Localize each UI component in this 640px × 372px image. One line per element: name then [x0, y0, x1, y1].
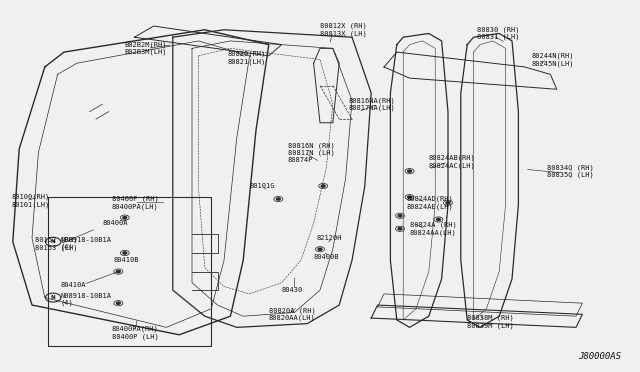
Circle shape — [321, 185, 325, 187]
Text: N: N — [51, 239, 56, 244]
Circle shape — [123, 217, 127, 219]
Circle shape — [398, 215, 402, 217]
Text: 80820(RH)
80821(LH): 80820(RH) 80821(LH) — [227, 51, 266, 65]
Circle shape — [318, 248, 322, 250]
Text: 80152 (RH)
80153 (LH): 80152 (RH) 80153 (LH) — [35, 237, 77, 251]
Circle shape — [436, 218, 440, 221]
Text: 80244N(RH)
80245N(LH): 80244N(RH) 80245N(LH) — [531, 52, 573, 67]
Text: B02B2M(RH)
B02B3M(LH): B02B2M(RH) B02B3M(LH) — [125, 41, 167, 55]
Text: 80838M (RH)
80839M (LH): 80838M (RH) 80839M (LH) — [467, 315, 514, 329]
Text: N: N — [51, 295, 56, 300]
Text: 80400B: 80400B — [314, 254, 339, 260]
Text: 80816N (RH)
80817N (LH)
80874P: 80816N (RH) 80817N (LH) 80874P — [288, 142, 335, 163]
Circle shape — [446, 202, 450, 204]
Text: 80812X (RH)
80813X (LH): 80812X (RH) 80813X (LH) — [320, 23, 367, 37]
Text: 80824A (RH)
80824AA(LH): 80824A (RH) 80824AA(LH) — [410, 222, 456, 236]
Circle shape — [116, 302, 120, 304]
Circle shape — [408, 196, 412, 198]
Text: 80816NA(RH)
80817NA(LH): 80816NA(RH) 80817NA(LH) — [349, 97, 396, 111]
Text: 80820A (RH)
80820AA(LH): 80820A (RH) 80820AA(LH) — [269, 307, 316, 321]
Text: 80430: 80430 — [282, 287, 303, 293]
Text: 80830 (RH)
80831 (LH): 80830 (RH) 80831 (LH) — [477, 26, 519, 41]
Text: N08918-10B1A
(4): N08918-10B1A (4) — [61, 237, 112, 250]
Circle shape — [276, 198, 280, 200]
Circle shape — [123, 252, 127, 254]
Text: J80000AS: J80000AS — [578, 352, 621, 361]
Text: 80824AB(RH)
80824AC(LH): 80824AB(RH) 80824AC(LH) — [429, 155, 476, 169]
Circle shape — [116, 270, 120, 273]
Circle shape — [398, 228, 402, 230]
Text: 80824AD(RH)
80824AE(LH): 80824AD(RH) 80824AE(LH) — [406, 196, 453, 210]
Text: 80400P (RH)
80400PA(LH): 80400P (RH) 80400PA(LH) — [112, 196, 159, 210]
Text: 80834Q (RH)
80835Q (LH): 80834Q (RH) 80835Q (LH) — [547, 164, 594, 178]
Text: 80410A: 80410A — [61, 282, 86, 288]
Text: 80400A: 80400A — [102, 220, 128, 226]
Text: 82120H: 82120H — [317, 235, 342, 241]
Circle shape — [408, 170, 412, 172]
Text: 80100(RH)
80101(LH): 80100(RH) 80101(LH) — [12, 194, 50, 208]
Text: 80400PA(RH)
80400P (LH): 80400PA(RH) 80400P (LH) — [112, 326, 159, 340]
Text: N08918-10B1A
(4): N08918-10B1A (4) — [61, 293, 112, 306]
Text: 80410B: 80410B — [114, 257, 140, 263]
Text: 80101G: 80101G — [250, 183, 275, 189]
